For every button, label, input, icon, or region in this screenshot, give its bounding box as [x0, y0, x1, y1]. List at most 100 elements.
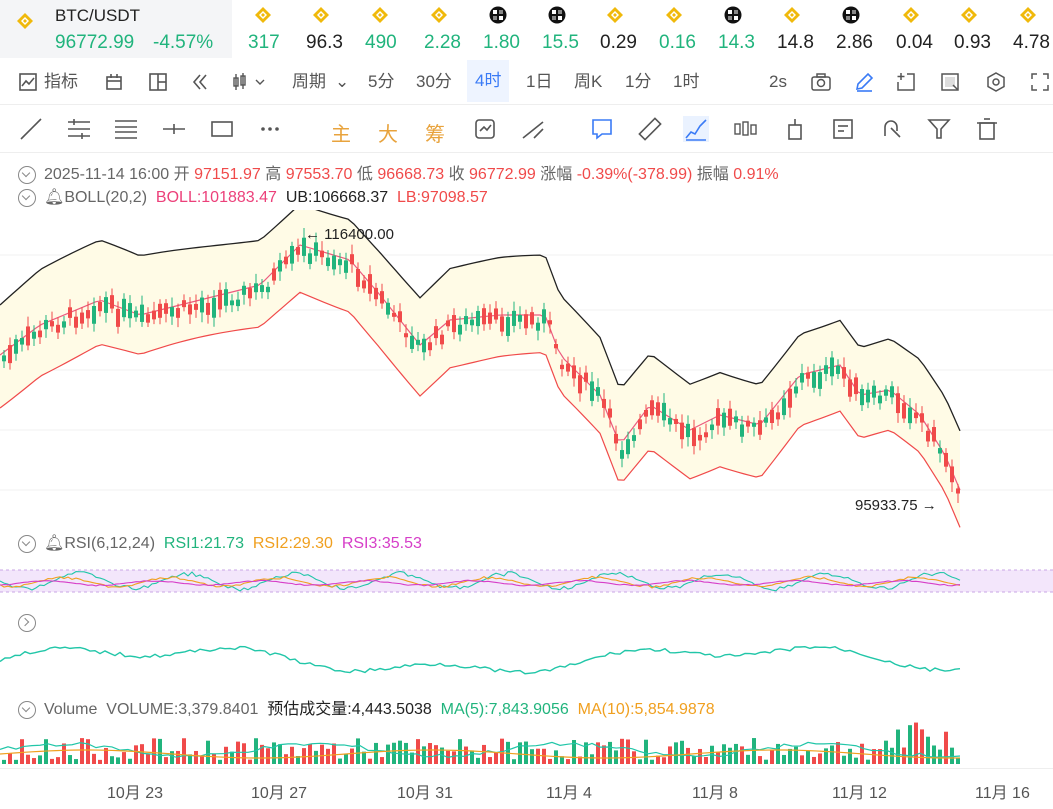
big-order-toggle[interactable]: 大: [378, 124, 398, 146]
volume-bar: [182, 738, 186, 764]
interval-1d[interactable]: 1日: [526, 72, 553, 91]
volume-bar: [284, 754, 288, 764]
candle-body: [926, 430, 930, 442]
candle-body: [764, 417, 768, 423]
trendline-icon[interactable]: [18, 116, 44, 142]
volume-bar: [116, 757, 120, 764]
ticker-item[interactable]: 490: [357, 0, 415, 58]
candle-body: [296, 247, 300, 255]
candle-body: [692, 428, 696, 447]
horizontal-line-icon[interactable]: [161, 116, 187, 142]
candle-body: [8, 345, 12, 364]
bell-icon[interactable]: 🔔︎: [44, 535, 65, 552]
layout-icon[interactable]: [148, 72, 168, 92]
interval-30m[interactable]: 30分: [416, 72, 452, 91]
add-window-icon[interactable]: [896, 72, 916, 92]
ticker-item[interactable]: 0.29: [592, 0, 650, 58]
filter-icon[interactable]: [926, 116, 952, 142]
interval-4h[interactable]: 4时: [467, 60, 510, 102]
ruler-icon[interactable]: [637, 116, 663, 142]
candle-body: [758, 420, 762, 435]
chevron-down-icon[interactable]: ⌄: [335, 72, 350, 91]
brush-icon[interactable]: [683, 116, 709, 142]
volume-bar: [932, 745, 936, 764]
more-icon[interactable]: [257, 116, 283, 142]
collapse-icon[interactable]: [18, 534, 36, 553]
volume-bar: [788, 748, 792, 764]
note-icon[interactable]: [830, 116, 856, 142]
candle-body: [152, 310, 156, 320]
ticker-item[interactable]: 317: [240, 0, 298, 58]
candle-type-icon[interactable]: [232, 72, 266, 92]
ticker-item[interactable]: 0.16: [651, 0, 709, 58]
parallel-lines-icon[interactable]: [66, 116, 92, 142]
candle-body: [680, 422, 684, 440]
symbol-selector[interactable]: BTC/USDT 96772.99 -4.57%: [0, 0, 232, 58]
volume-bar: [776, 743, 780, 764]
settings-icon[interactable]: [986, 72, 1006, 92]
ticker-item[interactable]: 4.78: [1005, 0, 1053, 58]
ticker-item[interactable]: 14.8: [769, 0, 827, 58]
lock-icon[interactable]: [782, 116, 808, 142]
fib-lines-icon[interactable]: [113, 116, 139, 142]
collapse-icon[interactable]: [18, 165, 36, 184]
volume-bar: [374, 742, 378, 764]
trash-icon[interactable]: [974, 116, 1000, 142]
period-dropdown[interactable]: 周期: [292, 72, 326, 91]
candle-body: [452, 315, 456, 333]
callout-icon[interactable]: [589, 116, 615, 142]
candle-body: [326, 257, 330, 267]
ticker-item[interactable]: 0.04: [888, 0, 946, 58]
price-chart[interactable]: [0, 210, 1053, 530]
volume-bar: [914, 722, 918, 764]
ticker-item[interactable]: 0.93: [946, 0, 1004, 58]
indicator-button[interactable]: 指标: [44, 72, 78, 91]
expand-icon[interactable]: [18, 614, 36, 632]
ticker-item[interactable]: 14.3: [710, 0, 768, 58]
fullscreen-icon[interactable]: [1030, 72, 1050, 92]
candle-body: [800, 373, 804, 383]
measure-icon[interactable]: [520, 116, 546, 142]
volume-bar: [158, 738, 162, 764]
interval-1h[interactable]: 1时: [673, 72, 700, 91]
camera-icon[interactable]: [810, 72, 832, 92]
interval-1w[interactable]: 周K: [574, 72, 603, 91]
candle-body: [38, 330, 42, 338]
bell-icon[interactable]: 🔔︎: [44, 189, 65, 206]
auto-refresh-icon[interactable]: [472, 116, 498, 142]
candle-body: [146, 314, 150, 323]
calendar-icon[interactable]: [104, 72, 124, 92]
rectangle-icon[interactable]: [209, 116, 235, 142]
candle-body: [122, 298, 126, 318]
ticker-item[interactable]: 96.3: [298, 0, 356, 58]
ticker-value: 0.29: [600, 32, 637, 53]
ticker-item[interactable]: 1.80: [475, 0, 533, 58]
refresh-rate[interactable]: 2s: [769, 72, 787, 91]
collapse-icon[interactable]: [18, 188, 36, 207]
indicator-icon[interactable]: [18, 72, 38, 92]
binance-coin-icon: [903, 7, 919, 23]
candle-body: [368, 274, 372, 294]
candle-body: [818, 372, 822, 389]
volume-bar: [764, 759, 768, 764]
chip-distribution-toggle[interactable]: 筹: [425, 124, 445, 146]
ticker-item[interactable]: 2.28: [416, 0, 474, 58]
rsi-chart[interactable]: [0, 558, 1053, 608]
ticker-item[interactable]: 2.86: [828, 0, 886, 58]
volume-chart[interactable]: [0, 718, 1053, 768]
grid-icon[interactable]: [940, 72, 960, 92]
volume-bar: [134, 745, 138, 764]
volume-bar: [206, 740, 210, 764]
pencil-icon[interactable]: [854, 72, 874, 92]
volume-bar: [194, 750, 198, 764]
magnet-icon[interactable]: [878, 116, 904, 142]
main-indicator-toggle[interactable]: 主: [331, 124, 351, 146]
volume-bar: [830, 745, 834, 764]
secondary-indicator-chart[interactable]: [0, 630, 1053, 690]
interval-5m[interactable]: 5分: [368, 72, 395, 91]
collapse-icon[interactable]: [18, 700, 36, 719]
ticker-item[interactable]: 15.5: [534, 0, 592, 58]
rewind-icon[interactable]: [190, 72, 210, 92]
candles-icon[interactable]: [733, 116, 759, 142]
interval-1m[interactable]: 1分: [625, 72, 652, 91]
